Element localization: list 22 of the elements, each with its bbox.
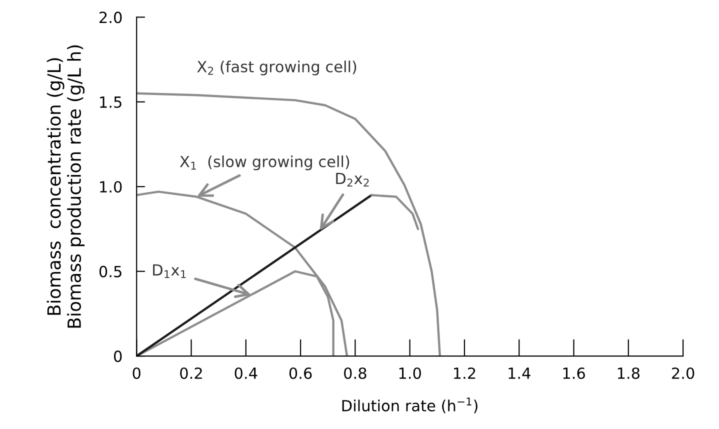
x-tick-label: 0.4 [234, 367, 258, 380]
y-tick-label: 1.5 [100, 96, 122, 108]
x-tick-label: 1.0 [399, 367, 421, 380]
x-tick-label: 2.0 [672, 367, 694, 380]
annotation: D$_{1}$x$_{1}$ [153, 264, 186, 278]
x-tick-label: 1.4 [508, 368, 530, 379]
x-axis-title: Dilution rate (h$^{−1}$) [342, 398, 478, 414]
x-tick-label: 1.6 [563, 367, 585, 380]
x-tick-label: 1.8 [618, 367, 640, 380]
y-tick-label: 0 [114, 350, 122, 362]
y-axis-title: Biomass concentration (g/L) Biomass production rate (g/L h) [46, 45, 85, 328]
x-tick-label: 1.2 [454, 367, 476, 379]
y-tick-label: 2.0 [100, 12, 122, 24]
x-tick-label: 0.6 [289, 367, 312, 380]
annotation: X$_{2}$ (fast growing cell) [197, 60, 356, 76]
annotation: X$_{1}$ (slow growing cell) [180, 155, 350, 170]
x-tick-label: 0.2 [180, 367, 202, 380]
y-tick-label: 0.5 [99, 266, 122, 278]
x-tick-label: 0.8 [344, 367, 366, 380]
annotation: D$_{2}$x$_{2}$ [336, 172, 369, 187]
y-tick-label: 1.0 [100, 181, 122, 193]
x-tick-label: 0 [132, 367, 140, 380]
